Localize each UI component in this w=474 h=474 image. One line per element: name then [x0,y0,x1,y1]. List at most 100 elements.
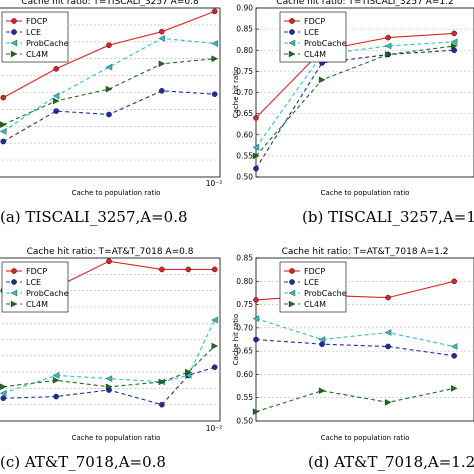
data-point [159,28,165,35]
series-lce [0,88,218,145]
data-point [105,85,113,93]
y-tick-label: 0.75 [236,67,253,76]
series-line-cl4m [255,45,455,157]
legend-marker [11,279,17,285]
data-point [158,378,166,386]
data-point [158,35,166,42]
y-tick-label: 0.70 [236,88,253,97]
data-point [52,372,60,379]
chart-panel-b: Cache hit ratio: T=TISCALI_3257 A=1.2 0.5… [232,0,474,226]
series-line-probcache [3,319,216,394]
legend: FDCP LCE ProbCache CL4M [1,261,69,313]
legend-marker [11,268,17,274]
legend-marker [288,50,296,58]
data-point [0,94,7,101]
series-probcache [0,35,218,135]
legend-marker [288,300,296,308]
data-point [106,258,112,265]
data-point [211,55,219,62]
data-point [184,372,192,379]
y-tick-label: 0.60 [236,370,253,379]
data-point [450,343,458,350]
y-tick-label: 0.80 [236,277,253,286]
x-axis-label: Cache to population ratio [72,189,161,197]
series-line-probcache [255,41,455,148]
series-probcache [0,316,218,397]
data-point [52,97,60,105]
y-tick-label: 0.90 [236,4,253,13]
data-point [385,343,391,350]
figure-caption: (b) TISCALI_3257,A=1.2 [302,208,474,226]
legend-label: LCE [26,28,41,37]
data-point [158,60,166,68]
y-axis-label: Cache hit ratio [232,67,240,119]
data-point [211,316,218,324]
data-point [185,266,192,273]
data-point [105,375,113,382]
series-line-fdcp [255,32,455,119]
data-point [384,51,392,58]
y-tick-label: 0.85 [236,25,253,34]
series-line-lce [255,49,455,169]
legend-marker [10,50,18,58]
series-line-probcache [2,37,215,132]
data-point [159,266,165,273]
data-point [319,341,325,347]
y-tick-label: 0.65 [236,109,253,118]
data-point [253,115,259,121]
data-point [450,38,458,46]
legend-marker [289,279,295,285]
y-tick-label: 0.50 [236,173,253,182]
series-fdcp [0,8,218,101]
data-point [385,34,391,41]
legend-label: LCE [304,278,319,287]
chart-title: Cache hit ratio: T=TISCALI_3257 A=1.2 [276,0,453,7]
series-line-cl4m [3,345,216,388]
legend-marker [10,289,18,297]
data-point [185,368,192,376]
legend-label: LCE [304,28,319,37]
legend-marker [289,18,295,24]
data-point [252,315,260,322]
legend-marker [288,289,296,297]
data-point [252,408,260,415]
legend-label: FDCP [304,17,325,26]
data-point [53,66,59,72]
data-point [451,278,457,285]
series-lce [253,47,457,172]
legend-label: FDCP [26,267,47,276]
figure-caption: (d) AT&T_7018,A=1.2 [308,453,474,471]
data-point [253,336,259,343]
legend-marker [10,39,18,47]
legend-label: ProbCache [26,39,69,48]
data-point [211,364,218,371]
legend: FDCP LCE ProbCache CL4M [279,261,347,313]
x-tick-label: 10⁻² [206,424,223,433]
legend-marker [10,300,18,308]
data-point [52,92,60,100]
y-tick-label: 0.70 [236,323,253,332]
legend-marker [289,268,295,274]
data-point [318,336,326,343]
x-axis-label: Cache to population ratio [321,434,410,442]
legend-label: ProbCache [304,289,347,298]
data-point [0,138,7,145]
series-line-probcache [255,317,455,348]
data-point [53,393,59,400]
legend-label: CL4M [304,300,326,309]
data-point [253,297,259,303]
data-point [253,165,259,172]
series-line-lce [255,338,455,357]
data-point [318,387,326,394]
data-point [451,42,458,50]
legend-label: ProbCache [304,39,347,48]
figure-caption: (a) TISCALI_3257,A=0.8 [0,208,188,226]
data-point [159,88,165,94]
y-tick-label: 0.60 [236,130,253,139]
data-point [252,144,260,151]
data-point [384,42,392,50]
data-point [211,342,219,350]
legend-label: ProbCache [26,289,69,298]
series-line-cl4m [255,387,455,413]
